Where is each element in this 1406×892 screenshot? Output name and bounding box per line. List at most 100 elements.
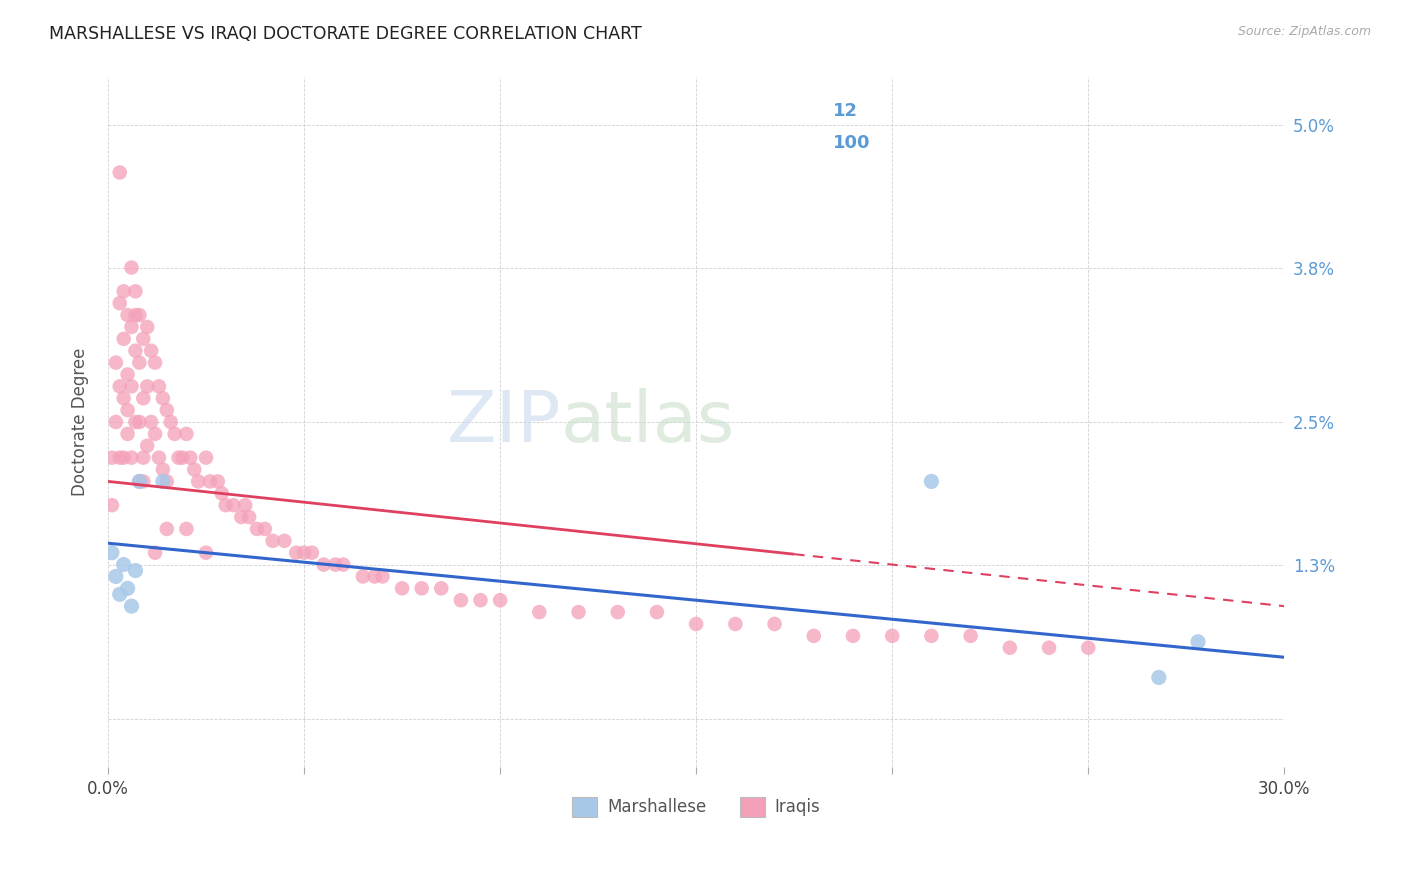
Point [128, 355, 150, 369]
Point [262, 533, 284, 548]
Text: 100: 100 [832, 134, 870, 152]
Point [998, 640, 1021, 655]
Point [273, 533, 295, 548]
Point [1147, 670, 1170, 684]
Point [231, 510, 253, 524]
Point [187, 475, 209, 489]
Point [139, 343, 162, 358]
Point [724, 617, 747, 632]
Point [136, 439, 159, 453]
Point [211, 486, 233, 500]
Point [132, 391, 155, 405]
Point [325, 558, 347, 572]
Text: 12: 12 [832, 103, 858, 120]
Point [489, 593, 512, 607]
Point [128, 475, 150, 489]
Point [882, 629, 904, 643]
Point [128, 475, 150, 489]
Point [238, 510, 260, 524]
Point [121, 320, 143, 334]
Point [112, 558, 135, 572]
Point [163, 426, 186, 441]
Point [363, 569, 385, 583]
Point [214, 498, 236, 512]
Point [411, 582, 433, 596]
Point [121, 599, 143, 614]
Point [253, 522, 276, 536]
Point [195, 546, 218, 560]
Point [803, 629, 825, 643]
Point [645, 605, 668, 619]
Point [117, 368, 139, 382]
Point [108, 379, 131, 393]
Point [124, 285, 146, 299]
Point [176, 426, 198, 441]
Point [148, 450, 170, 465]
Point [920, 475, 942, 489]
Point [117, 403, 139, 417]
Point [136, 379, 159, 393]
Point [132, 475, 155, 489]
Point [148, 379, 170, 393]
Point [112, 391, 135, 405]
Text: Source: ZipAtlas.com: Source: ZipAtlas.com [1237, 25, 1371, 38]
Point [156, 522, 179, 536]
Point [920, 629, 942, 643]
Point [152, 475, 174, 489]
Point [108, 450, 131, 465]
Text: atlas: atlas [561, 387, 735, 457]
Point [117, 426, 139, 441]
Point [842, 629, 865, 643]
Text: ZIP: ZIP [446, 387, 561, 457]
Point [108, 165, 131, 179]
Point [104, 415, 127, 429]
Point [101, 450, 124, 465]
Y-axis label: Doctorate Degree: Doctorate Degree [72, 348, 89, 496]
Legend: Marshallese, Iraqis: Marshallese, Iraqis [565, 790, 827, 823]
Point [152, 462, 174, 476]
Point [121, 379, 143, 393]
Point [108, 587, 131, 601]
Point [371, 569, 394, 583]
Point [959, 629, 981, 643]
Point [207, 475, 229, 489]
Point [430, 582, 453, 596]
Point [352, 569, 374, 583]
Point [183, 462, 205, 476]
Point [176, 522, 198, 536]
Point [139, 415, 162, 429]
Point [1038, 640, 1060, 655]
Point [285, 546, 308, 560]
Point [128, 415, 150, 429]
Point [179, 450, 201, 465]
Point [124, 308, 146, 322]
Point [112, 285, 135, 299]
Point [685, 617, 707, 632]
Point [117, 308, 139, 322]
Point [124, 343, 146, 358]
Point [136, 320, 159, 334]
Point [167, 450, 190, 465]
Point [112, 450, 135, 465]
Point [529, 605, 551, 619]
Point [195, 450, 218, 465]
Point [101, 498, 124, 512]
Point [470, 593, 492, 607]
Point [143, 546, 166, 560]
Point [152, 391, 174, 405]
Point [117, 582, 139, 596]
Point [606, 605, 628, 619]
Point [450, 593, 472, 607]
Point [159, 415, 181, 429]
Point [143, 426, 166, 441]
Point [391, 582, 413, 596]
Point [1187, 635, 1209, 649]
Point [301, 546, 323, 560]
Point [104, 355, 127, 369]
Point [246, 522, 269, 536]
Point [121, 260, 143, 275]
Point [156, 475, 179, 489]
Point [763, 617, 786, 632]
Point [312, 558, 335, 572]
Point [128, 308, 150, 322]
